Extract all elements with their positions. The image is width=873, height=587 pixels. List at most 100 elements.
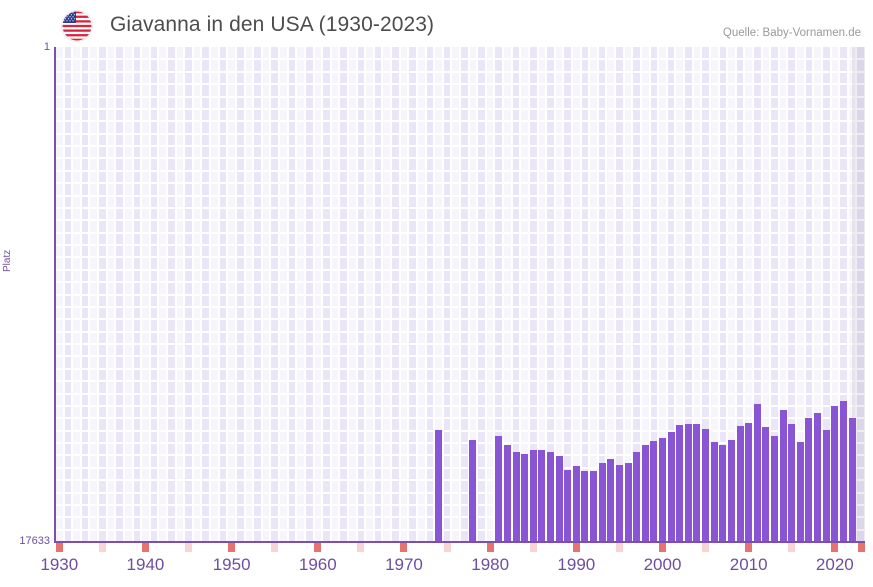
bar[interactable] — [779, 410, 787, 542]
bar[interactable] — [702, 429, 710, 542]
gridline-vertical — [596, 47, 599, 542]
bar[interactable] — [805, 418, 813, 542]
gridline-vertical — [510, 47, 513, 542]
x-axis-tick-major — [831, 543, 839, 552]
gridline-vertical — [545, 47, 548, 542]
bar[interactable] — [736, 426, 744, 542]
gridline-vertical — [148, 47, 151, 542]
bar[interactable] — [607, 459, 615, 542]
bar[interactable] — [762, 427, 770, 542]
bar[interactable] — [839, 401, 847, 542]
bar[interactable] — [512, 452, 520, 542]
gridline-vertical — [657, 47, 660, 542]
bar[interactable] — [633, 452, 641, 542]
bar[interactable] — [538, 450, 546, 542]
gridline-vertical — [751, 47, 754, 542]
gridline-vertical — [838, 47, 841, 542]
gridline-vertical — [131, 47, 134, 542]
bar[interactable] — [753, 404, 761, 542]
bar[interactable] — [727, 440, 735, 542]
gridline-vertical — [433, 47, 436, 542]
bar[interactable] — [521, 454, 529, 542]
bar[interactable] — [831, 406, 839, 542]
gridline-vertical — [743, 47, 746, 542]
x-axis-tick-label: 2000 — [643, 555, 682, 574]
bar[interactable] — [641, 445, 649, 542]
x-axis-tick-major — [141, 543, 149, 552]
gridline-vertical — [467, 47, 470, 542]
gridline-vertical — [674, 47, 677, 542]
gridline-vertical — [88, 47, 91, 542]
bar[interactable] — [564, 470, 572, 542]
bar[interactable] — [693, 424, 701, 542]
x-axis-tick-minor — [529, 543, 537, 552]
gridline-vertical — [648, 47, 651, 542]
gridline-vertical — [708, 47, 711, 542]
gridline-vertical — [855, 47, 858, 542]
bar[interactable] — [434, 430, 442, 542]
bar[interactable] — [546, 452, 554, 542]
bar[interactable] — [624, 463, 632, 542]
gridline-vertical — [252, 47, 255, 542]
gridline-vertical — [803, 47, 806, 542]
gridline-vertical — [527, 47, 530, 542]
bar[interactable] — [796, 442, 804, 542]
bar[interactable] — [581, 471, 589, 542]
bar[interactable] — [598, 463, 606, 542]
gridline-vertical — [355, 47, 358, 542]
bar[interactable] — [719, 445, 727, 542]
bar[interactable] — [590, 471, 598, 542]
x-axis-tick-major — [486, 543, 494, 552]
x-axis-tick-minor — [271, 543, 279, 552]
gridline-vertical — [303, 47, 306, 542]
gridline-vertical — [209, 47, 212, 542]
bar[interactable] — [572, 466, 580, 542]
x-axis-tick-major — [858, 543, 865, 552]
bar[interactable] — [710, 442, 718, 542]
gridline-vertical — [846, 47, 849, 542]
gridline-vertical — [536, 47, 539, 542]
gridline-vertical — [864, 47, 865, 542]
bar[interactable] — [503, 445, 511, 542]
gridline-vertical — [631, 47, 634, 542]
gridline-vertical — [243, 47, 246, 542]
bar[interactable] — [555, 456, 563, 542]
x-axis-tick-label: 1990 — [557, 555, 596, 574]
bar[interactable] — [771, 436, 779, 542]
gridline-vertical — [502, 47, 505, 542]
bar[interactable] — [650, 441, 658, 542]
x-axis-tick-major — [572, 543, 580, 552]
x-axis-tick-major — [400, 543, 408, 552]
bar[interactable] — [529, 450, 537, 542]
x-axis-tick-major — [55, 543, 63, 552]
gridline-vertical — [812, 47, 815, 542]
x-axis-tick-major — [314, 543, 322, 552]
gridline-vertical — [217, 47, 220, 542]
bar[interactable] — [495, 436, 503, 542]
gridline-vertical — [295, 47, 298, 542]
bar[interactable] — [615, 465, 623, 542]
bar[interactable] — [788, 424, 796, 542]
gridline-vertical — [760, 47, 763, 542]
bar[interactable] — [822, 430, 830, 542]
chart-header: Giavanna in den USA (1930-2023) Quelle: … — [0, 0, 873, 47]
page-title: Giavanna in den USA (1930-2023) — [110, 13, 435, 36]
bar[interactable] — [659, 438, 666, 542]
x-axis-line — [54, 541, 865, 543]
bar[interactable] — [676, 425, 684, 542]
bar[interactable] — [745, 423, 753, 542]
bar[interactable] — [469, 440, 477, 542]
gridline-vertical — [683, 47, 686, 542]
y-axis-tick-bottom: 17633 — [19, 535, 50, 547]
x-axis-tick-label: 1930 — [40, 555, 79, 574]
gridline-layer — [55, 47, 865, 542]
us-flag-icon — [62, 11, 92, 41]
x-axis-label-layer: 1930 1940 1950 1960 1970 1980 1990 2000 2010 2020 — [0, 555, 873, 585]
bars-layer — [55, 47, 865, 542]
gridline-vertical — [665, 47, 668, 542]
bar[interactable] — [848, 418, 856, 542]
gridline-vertical — [321, 47, 324, 542]
bar[interactable] — [814, 413, 822, 542]
bar[interactable] — [667, 432, 675, 542]
bar[interactable] — [684, 424, 692, 542]
